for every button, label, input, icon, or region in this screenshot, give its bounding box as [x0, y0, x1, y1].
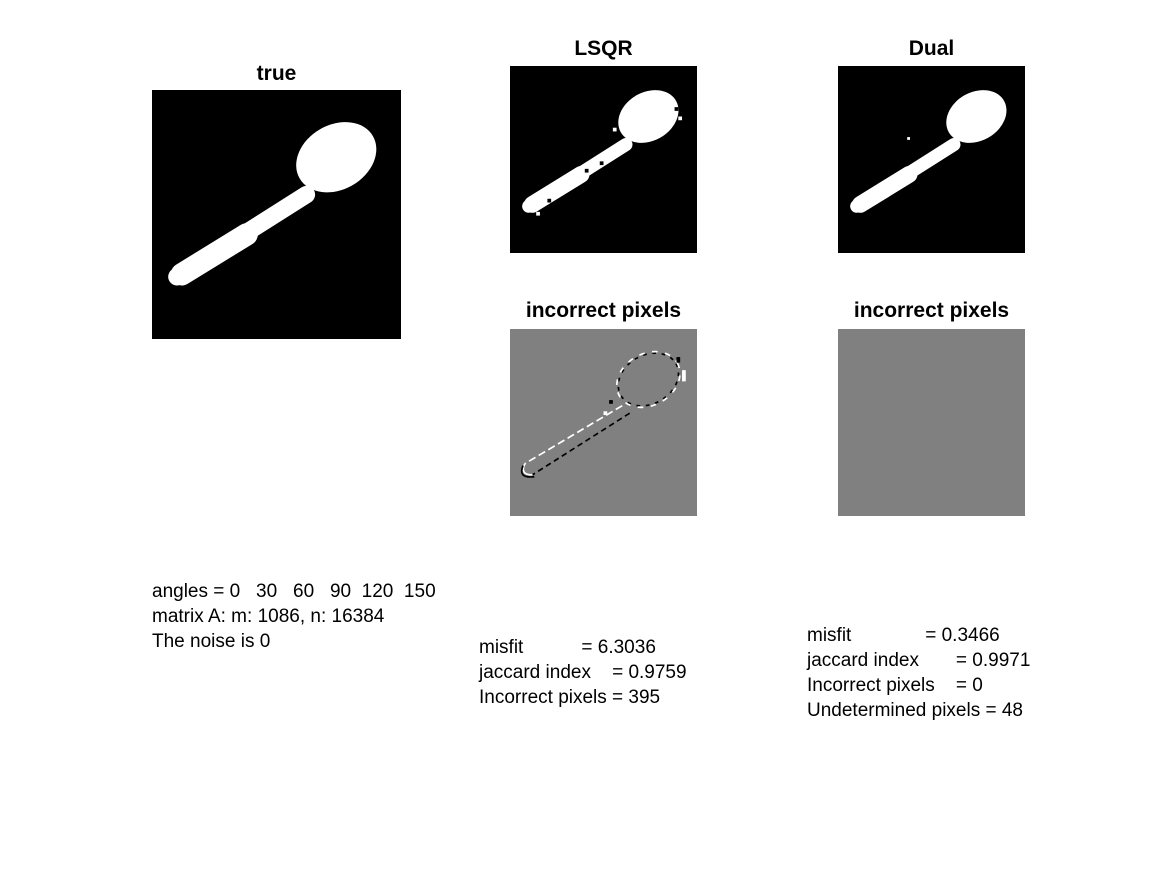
lsqr-image-title: LSQR — [574, 37, 633, 60]
lsqr-diff-image — [510, 329, 697, 516]
dual-image — [838, 66, 1025, 253]
dual-misfit-text: misfit = 0.3466 — [807, 625, 1000, 646]
lsqr-incorrect-text: Incorrect pixels = 395 — [479, 687, 661, 708]
dual-image-title: Dual — [908, 37, 955, 60]
dual-jaccard-text: jaccard index = 0.9971 — [807, 650, 1031, 671]
lsqr-jaccard-text: jaccard index = 0.9759 — [479, 662, 687, 683]
dual-diff-title: incorrect pixels — [853, 299, 1010, 322]
dual-diff-image — [838, 329, 1025, 516]
angles-text: angles = 0 30 60 90 120 150 — [152, 581, 436, 602]
dual-undetermined-text: Undetermined pixels = 48 — [807, 700, 1023, 721]
true-image-title: true — [256, 62, 297, 85]
dual-incorrect-text: Incorrect pixels = 0 — [807, 675, 983, 696]
lsqr-misfit-text: misfit = 6.3036 — [479, 637, 656, 658]
lsqr-image — [510, 66, 697, 253]
lsqr-diff-title: incorrect pixels — [525, 299, 682, 322]
noise-text: The noise is 0 — [152, 631, 271, 652]
matrix-text: matrix A: m: 1086, n: 16384 — [152, 606, 385, 627]
true-image — [152, 90, 401, 339]
